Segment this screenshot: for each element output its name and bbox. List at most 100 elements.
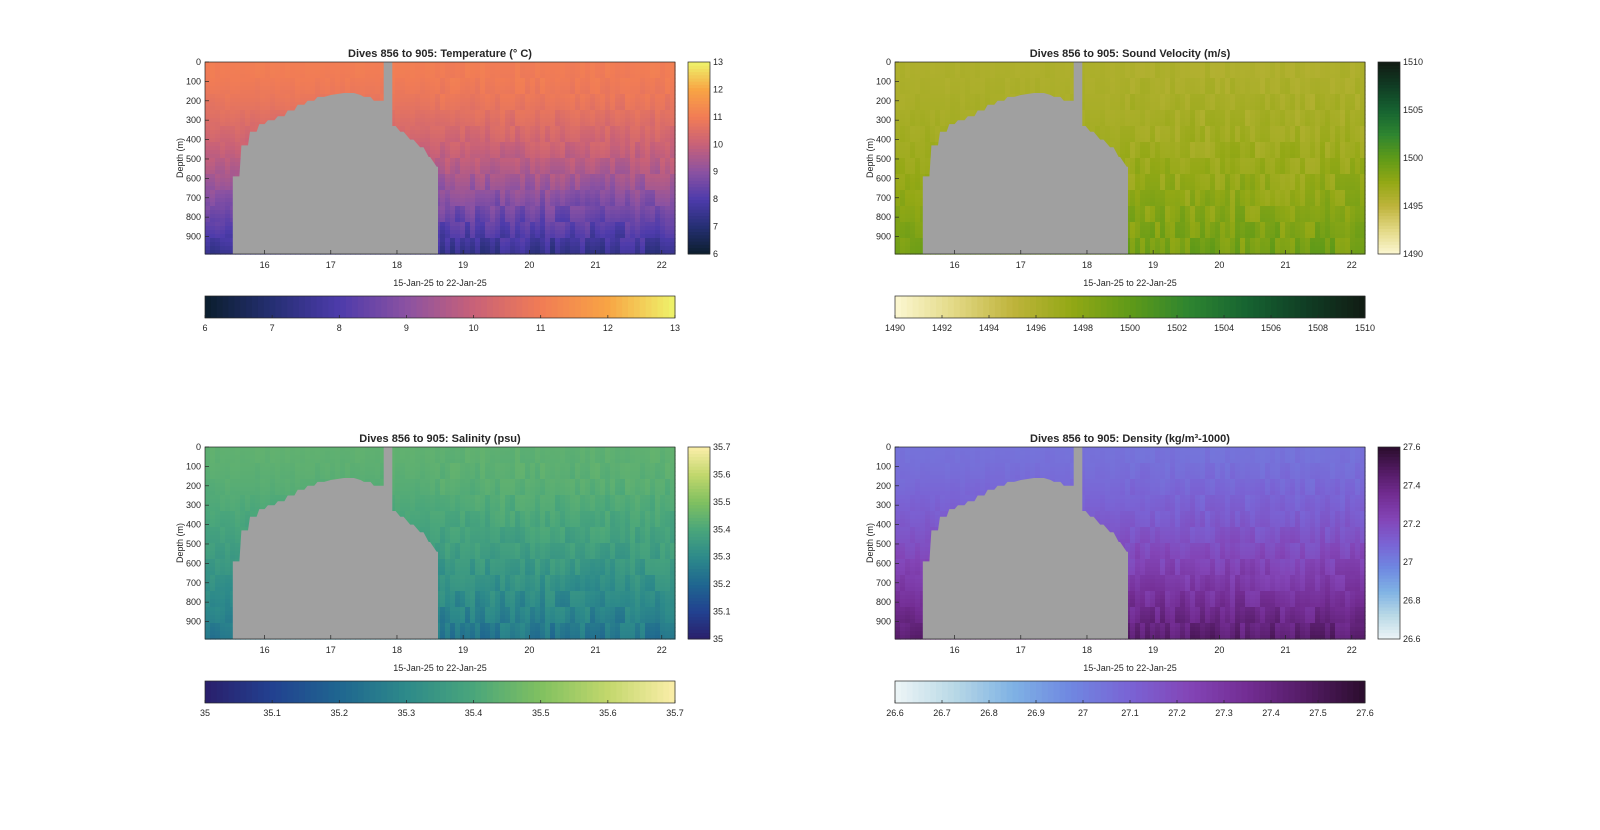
heatmap-cell [265, 70, 271, 75]
heatmap-cell [285, 66, 291, 71]
heatmap-cell [515, 86, 521, 91]
heatmap-cell [670, 66, 676, 71]
heatmap-cell [615, 154, 621, 159]
heatmap-cell [560, 162, 566, 167]
heatmap-cell [430, 114, 436, 119]
heatmap-cell [625, 82, 631, 87]
heatmap-cell [295, 98, 301, 103]
heatmap-cell [910, 66, 916, 71]
heatmap-cell [610, 82, 616, 87]
heatmap-cell [655, 182, 661, 187]
heatmap-cell [620, 222, 626, 227]
colorbar-swatch [688, 135, 710, 140]
heatmap-cell [460, 78, 466, 83]
heatmap-cell [545, 138, 551, 143]
heatmap-cell [560, 118, 566, 123]
heatmap-cell [290, 94, 296, 99]
heatmap-cell [665, 90, 671, 95]
heatmap-cell [615, 214, 621, 219]
heatmap-cell [600, 190, 606, 195]
heatmap-cell [225, 106, 231, 111]
heatmap-cell [645, 74, 651, 79]
heatmap-cell [470, 158, 476, 163]
heatmap-cell [420, 74, 426, 79]
heatmap-cell [660, 106, 666, 111]
heatmap-cell [660, 222, 666, 227]
heatmap-cell [445, 78, 451, 83]
heatmap-cell [435, 126, 441, 131]
heatmap-cell [600, 178, 606, 183]
heatmap-cell [905, 198, 911, 203]
heatmap-cell [515, 70, 521, 75]
heatmap-cell [480, 214, 486, 219]
heatmap-cell [355, 78, 361, 83]
heatmap-cell [625, 90, 631, 95]
heatmap-cell [440, 146, 446, 151]
heatmap-cell [580, 150, 586, 155]
heatmap-cell [650, 182, 656, 187]
heatmap-cell [510, 198, 516, 203]
heatmap-cell [520, 118, 526, 123]
heatmap-cell [505, 250, 511, 255]
heatmap-cell [255, 94, 261, 99]
heatmap-cell [640, 126, 646, 131]
heatmap-cell [670, 134, 676, 139]
heatmap-cell [905, 170, 911, 175]
heatmap-cell [920, 146, 926, 151]
heatmap-cell [550, 90, 556, 95]
heatmap-cell [415, 134, 421, 139]
heatmap-cell [305, 74, 311, 79]
heatmap-cell [450, 238, 456, 243]
heatmap-cell [660, 110, 666, 115]
heatmap-cell [620, 78, 626, 83]
heatmap-cell [635, 114, 641, 119]
heatmap-cell [605, 114, 611, 119]
heatmap-cell [225, 126, 231, 131]
heatmap-cell [295, 102, 301, 107]
heatmap-cell [535, 246, 541, 251]
heatmap-cell [470, 166, 476, 171]
heatmap-cell [655, 158, 661, 163]
colorbar-tick-label: 10 [469, 323, 479, 333]
colorbar-tick-label: 8 [337, 323, 342, 333]
heatmap-cell [910, 74, 916, 79]
heatmap-cell [555, 190, 561, 195]
colorbar-swatch [688, 170, 710, 175]
heatmap-cell [625, 158, 631, 163]
heatmap-cell [540, 174, 546, 179]
heatmap-cell [920, 70, 926, 75]
heatmap-cell [595, 150, 601, 155]
heatmap-cell [260, 106, 266, 111]
heatmap-cell [605, 110, 611, 115]
heatmap-cell [650, 210, 656, 215]
colorbar-swatch [545, 296, 553, 318]
heatmap-cell [480, 190, 486, 195]
heatmap-cell [595, 66, 601, 71]
heatmap-cell [485, 158, 491, 163]
heatmap-cell [565, 166, 571, 171]
heatmap-cell [615, 86, 621, 91]
heatmap-cell [270, 98, 276, 103]
heatmap-cell [475, 126, 481, 131]
heatmap-cell [390, 102, 396, 107]
heatmap-cell [665, 218, 671, 223]
heatmap-cell [590, 114, 596, 119]
x-tick-label: 16 [260, 260, 270, 270]
heatmap-cell [530, 202, 536, 207]
heatmap-cell [640, 178, 646, 183]
heatmap-cell [640, 202, 646, 207]
colorbar-swatch [604, 296, 611, 318]
colorbar-swatch [557, 296, 564, 318]
heatmap-cell [600, 226, 606, 231]
heatmap-cell [565, 174, 571, 179]
heatmap-cell [660, 142, 666, 147]
heatmap-cell [420, 130, 426, 135]
heatmap-cell [440, 114, 446, 119]
heatmap-cell [625, 122, 631, 127]
heatmap-cell [540, 86, 546, 91]
heatmap-cell [490, 98, 496, 103]
heatmap-cell [540, 162, 546, 167]
heatmap-cell [630, 210, 636, 215]
heatmap-cell [380, 66, 386, 71]
heatmap-cell [530, 170, 536, 175]
